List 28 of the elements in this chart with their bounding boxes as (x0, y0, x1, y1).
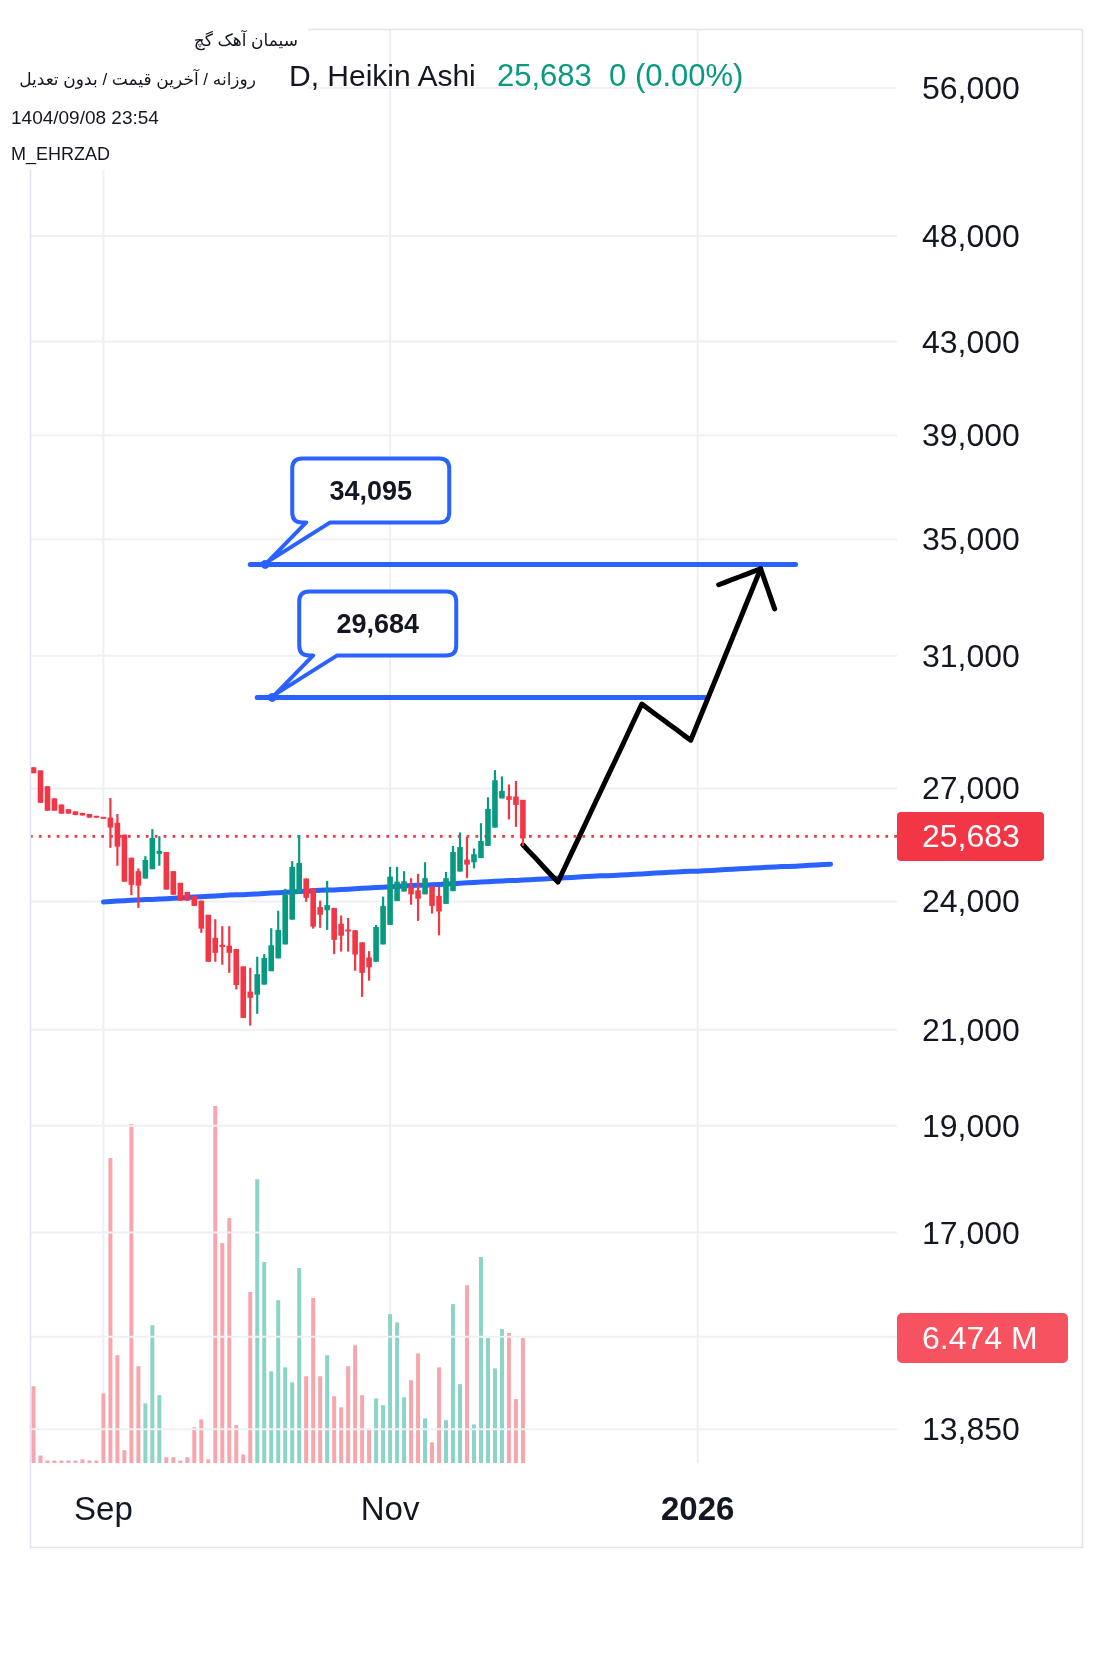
y-tick-label: 31,000 (922, 637, 1020, 674)
y-tick-label: 39,000 (922, 417, 1020, 454)
x-tick-label: 2026 (661, 1489, 735, 1527)
y-tick-label: 48,000 (922, 218, 1020, 255)
y-tick-label: 17,000 (922, 1214, 1020, 1251)
y-tick-label: 27,000 (922, 770, 1020, 807)
annotation: 29,684 (336, 609, 420, 640)
y-tick-label: 13,850 (922, 1411, 1020, 1448)
y-tick-label: 35,000 (922, 521, 1020, 558)
annotation: 1404/09/08 23:54 (11, 106, 159, 130)
callout: 34,095 (260, 456, 452, 569)
y-tick-label: 56,000 (922, 70, 1020, 107)
y-tick-label: 19,000 (922, 1107, 1020, 1144)
y-tick-label: 43,000 (922, 323, 1020, 360)
annotation: روزانه / آخرین قیمت / بدون تعدیل (19, 69, 256, 91)
annotation: M_EHRZAD (11, 142, 111, 166)
y-tick-label: 21,000 (922, 1011, 1020, 1048)
x-tick-label: Nov (360, 1489, 420, 1527)
value-label: 6.474 M (897, 1313, 1068, 1364)
y-tick-label: 24,000 (922, 883, 1020, 920)
annotation: 34,095 (329, 476, 413, 507)
callout: 29,684 (267, 589, 459, 702)
price-label: 25,683 (897, 811, 1044, 861)
x-tick-label: Sep (74, 1489, 133, 1527)
chart-title: سیمان آهک گچ (193, 30, 298, 52)
ref-line-label: 25,683 (922, 818, 1020, 855)
text: D, Heikin Ashi (289, 58, 476, 95)
annotation: 25,683 0 (0.00%) (497, 56, 744, 95)
